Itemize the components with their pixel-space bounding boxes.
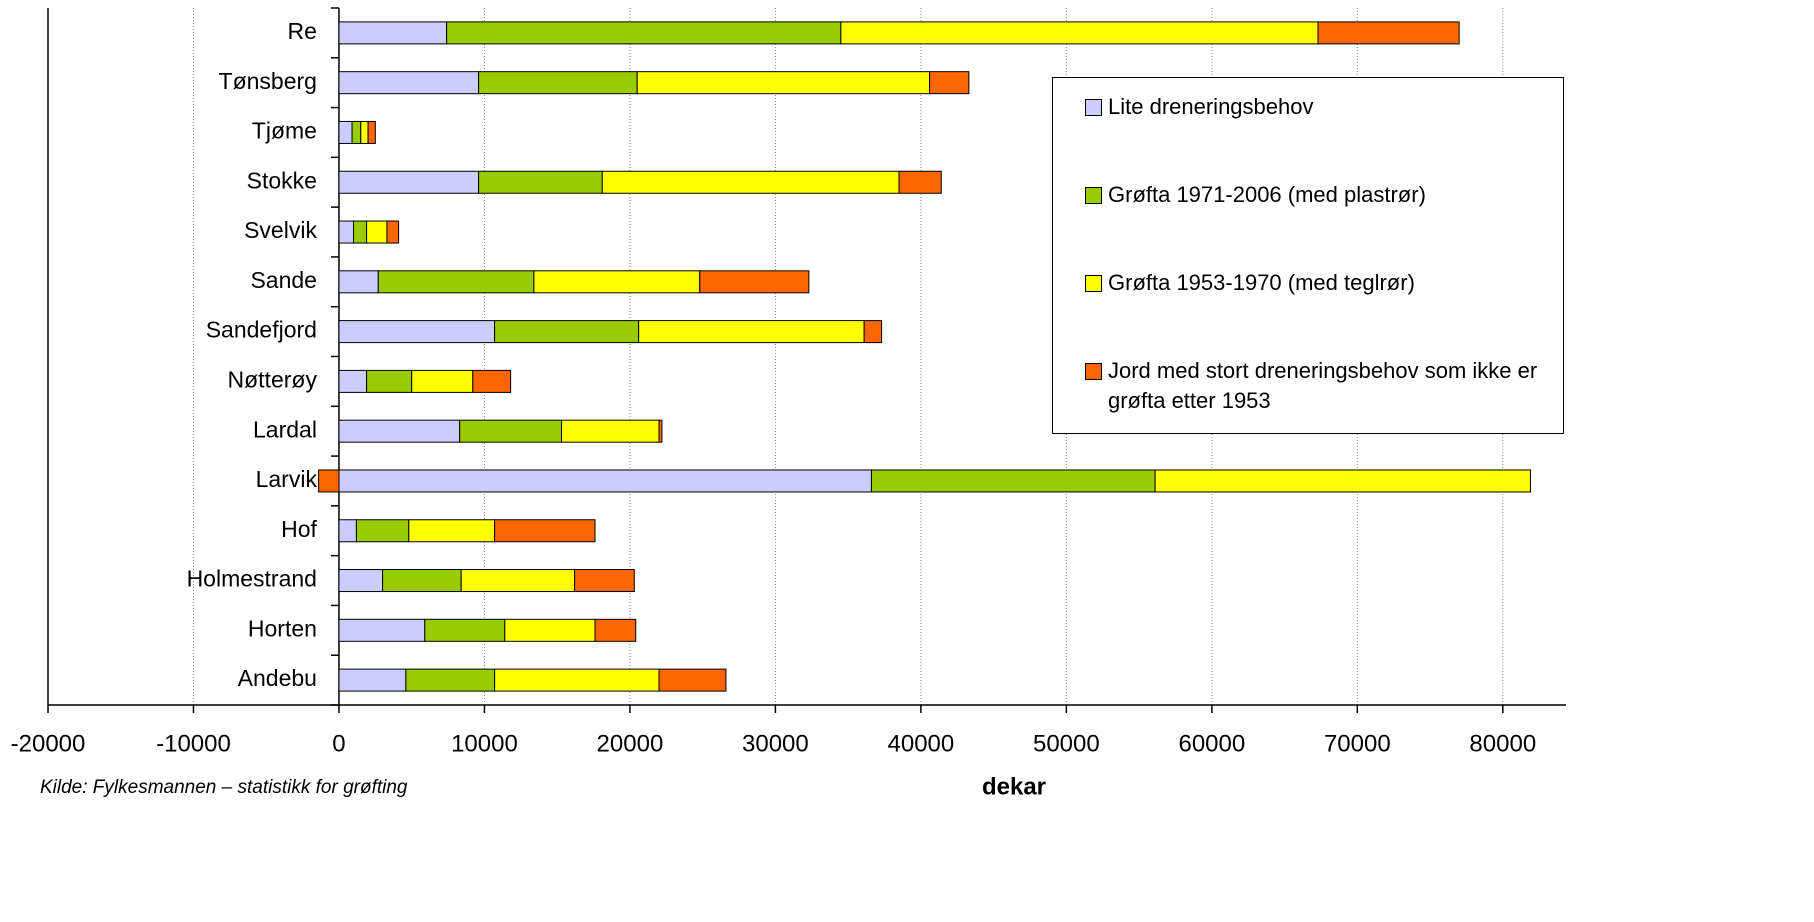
- x-tick-label: 60000: [1178, 730, 1245, 757]
- y-tick-label: Horten: [248, 615, 317, 641]
- legend-item: Lite dreneringsbehov: [1085, 92, 1543, 180]
- bar-segment: [338, 469, 872, 493]
- bar-segment: [594, 618, 637, 642]
- bar-segment: [472, 369, 512, 393]
- bar-segment: [386, 220, 400, 244]
- x-tick-label: 10000: [451, 730, 518, 757]
- legend-item: Grøfta 1953-1970 (med teglrør): [1085, 268, 1543, 356]
- bar-segment: [478, 71, 638, 95]
- bar-segment: [367, 120, 376, 144]
- bar-segment: [658, 419, 663, 443]
- bar-segment: [408, 519, 496, 543]
- bar-segment: [338, 369, 368, 393]
- bar-segment: [504, 618, 596, 642]
- bar-segment: [338, 21, 448, 45]
- x-tick-label: 50000: [1033, 730, 1100, 757]
- y-tick-label: Sande: [250, 267, 317, 293]
- x-tick-label: 80000: [1469, 730, 1536, 757]
- bar-segment: [353, 220, 368, 244]
- x-tick-label: 70000: [1324, 730, 1391, 757]
- bar-segment: [366, 220, 388, 244]
- legend-swatch: [1085, 363, 1102, 380]
- bar-segment: [411, 369, 474, 393]
- legend-label: Jord med stort dreneringsbehov som ikke …: [1108, 358, 1538, 413]
- y-tick-label: Re: [288, 18, 317, 44]
- x-tick-label: 0: [332, 730, 345, 757]
- bar-segment: [338, 270, 379, 294]
- x-tick-label: -20000: [11, 730, 86, 757]
- legend-item: Grøfta 1971-2006 (med plastrør): [1085, 180, 1543, 268]
- legend-item: Jord med stort dreneringsbehov som ikke …: [1085, 356, 1543, 444]
- bar-segment: [338, 170, 480, 194]
- bar-segment: [574, 569, 635, 593]
- bar-segment: [338, 120, 353, 144]
- bar-segment: [338, 419, 461, 443]
- bar-segment: [338, 569, 384, 593]
- bar-segment: [898, 170, 942, 194]
- y-tick-label: Tønsberg: [219, 68, 317, 94]
- legend-swatch: [1085, 275, 1102, 292]
- y-tick-label: Andebu: [238, 665, 317, 691]
- bar-segment: [636, 71, 931, 95]
- legend-swatch: [1085, 99, 1102, 116]
- x-axis-label: dekar: [982, 773, 1046, 800]
- x-tick-label: -10000: [156, 730, 231, 757]
- bar-segment: [424, 618, 506, 642]
- source-note: Kilde: Fylkesmannen – statistikk for grø…: [40, 777, 408, 798]
- y-tick-label: Holmestrand: [187, 566, 317, 592]
- y-tick-label: Sandefjord: [206, 317, 317, 343]
- legend-label: Lite dreneringsbehov: [1108, 94, 1314, 119]
- bar-segment: [1154, 469, 1531, 493]
- bar-segment: [1317, 21, 1460, 45]
- y-tick-label: Nøtterøy: [228, 366, 318, 392]
- bar-segment: [929, 71, 970, 95]
- x-tick-label: 20000: [597, 730, 664, 757]
- bar-segment: [377, 270, 535, 294]
- bar-segment: [494, 668, 660, 692]
- bar-segment: [478, 170, 603, 194]
- y-tick-label: Stokke: [247, 167, 317, 193]
- legend: Lite dreneringsbehov Grøfta 1971-2006 (me…: [1052, 77, 1564, 434]
- bar-segment: [658, 668, 727, 692]
- bar-segment: [338, 668, 407, 692]
- legend-swatch: [1085, 187, 1102, 204]
- y-tick-label: Lardal: [253, 416, 317, 442]
- x-tick-label: 40000: [888, 730, 955, 757]
- legend-label: Grøfta 1953-1970 (med teglrør): [1108, 270, 1415, 295]
- bar-segment: [338, 220, 355, 244]
- bar-segment: [382, 569, 462, 593]
- bar-segment: [460, 569, 576, 593]
- x-tick-label: 30000: [742, 730, 809, 757]
- bar-segment: [351, 120, 362, 144]
- bar-segment: [601, 170, 900, 194]
- bar-segment: [338, 618, 426, 642]
- bar-segment: [360, 120, 369, 144]
- bar-segment: [405, 668, 496, 692]
- bar-segment: [699, 270, 810, 294]
- bar-segment: [338, 519, 357, 543]
- bar-segment: [840, 21, 1319, 45]
- bar-segment: [338, 71, 480, 95]
- bar-segment: [366, 369, 413, 393]
- y-tick-label: Hof: [281, 516, 317, 542]
- bar-segment: [870, 469, 1156, 493]
- bar-segment: [561, 419, 660, 443]
- bar-segment: [494, 320, 640, 344]
- bar-segment: [355, 519, 410, 543]
- y-tick-label: Svelvik: [244, 217, 317, 243]
- bar-segment: [638, 320, 865, 344]
- bar-segment: [863, 320, 883, 344]
- bar-segment: [446, 21, 842, 45]
- bar-segment: [338, 320, 496, 344]
- bar-segment: [533, 270, 701, 294]
- y-tick-label: Larvik: [256, 466, 318, 492]
- legend-label: Grøfta 1971-2006 (med plastrør): [1108, 182, 1426, 207]
- y-tick-label: Tjøme: [252, 118, 317, 144]
- bar-segment: [494, 519, 596, 543]
- bar-segment: [318, 469, 340, 493]
- bar-segment: [459, 419, 563, 443]
